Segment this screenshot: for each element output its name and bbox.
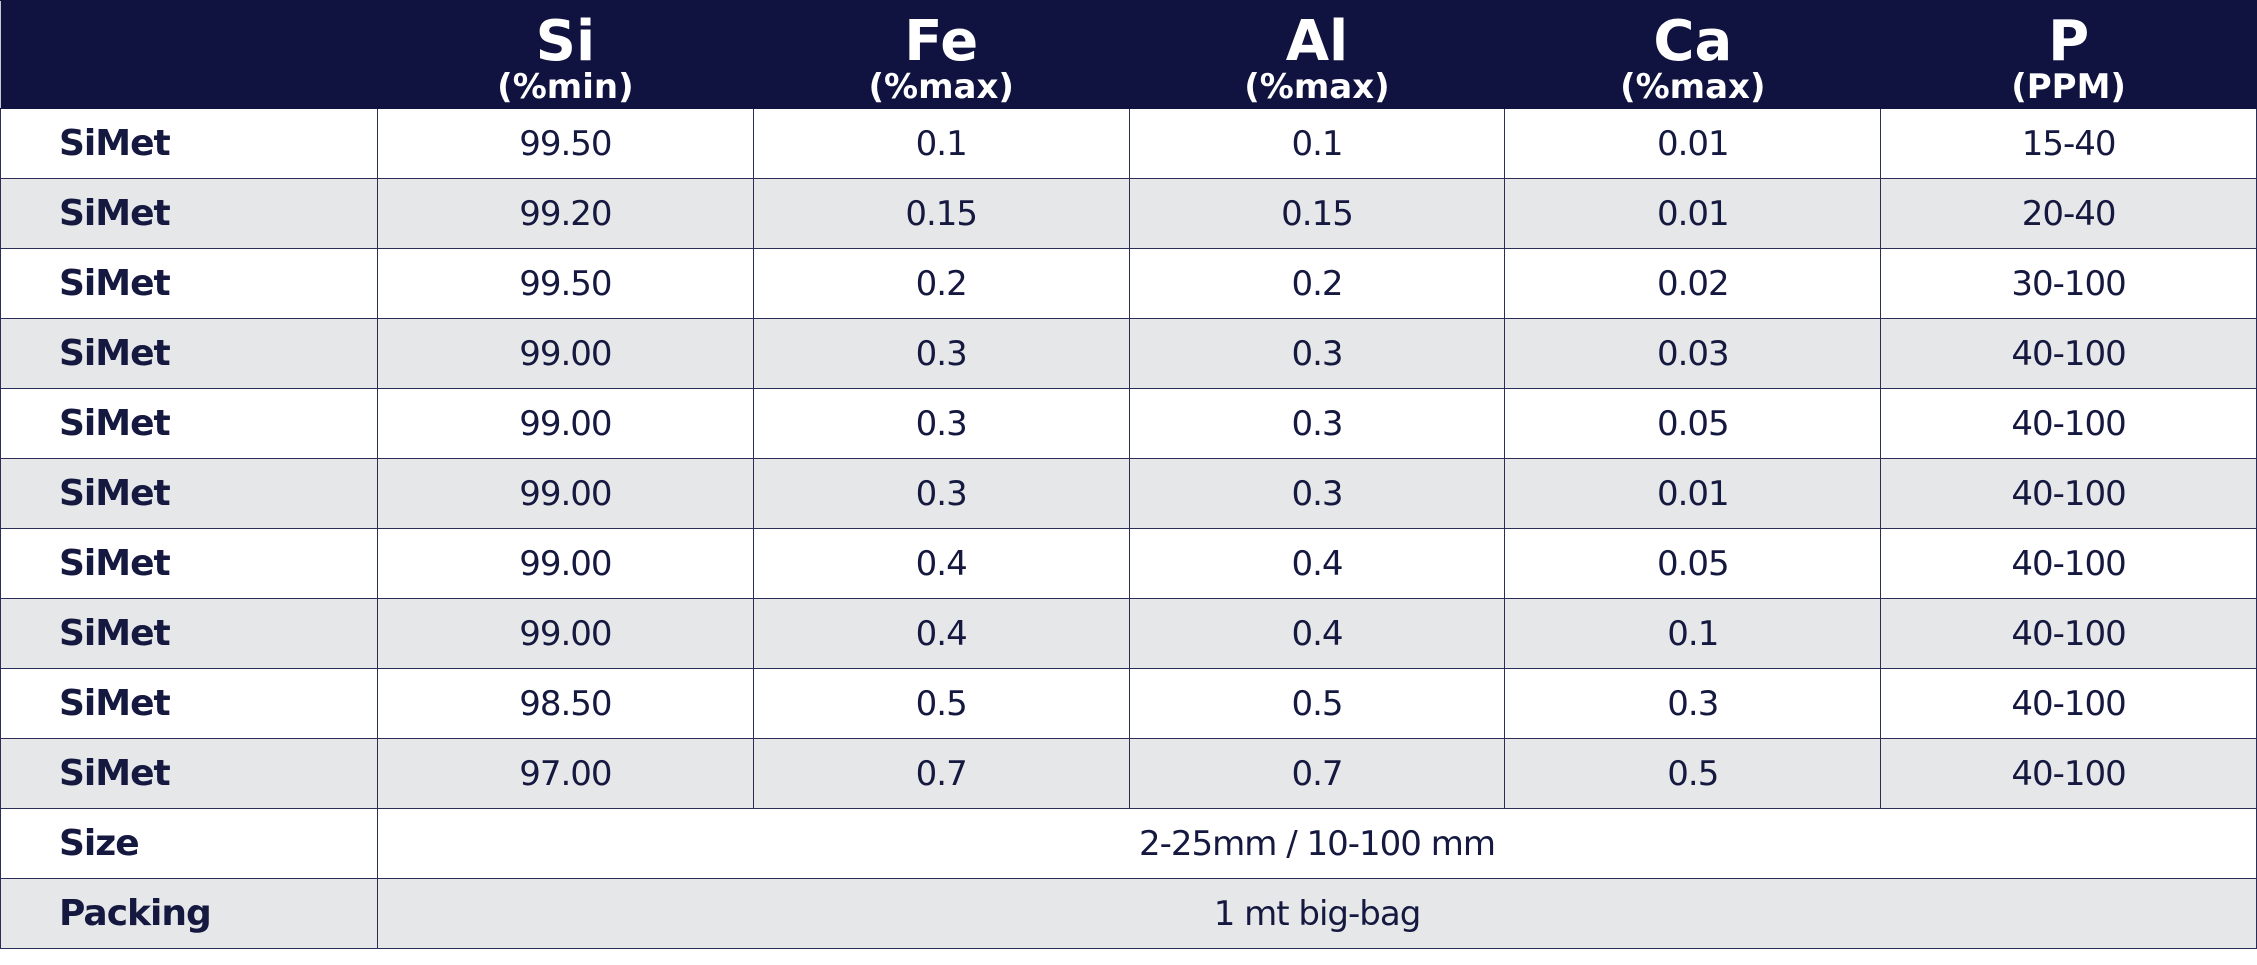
table-row: SiMet 99.20 0.15 0.15 0.01 20-40 (0, 178, 2257, 249)
cell: 15-40 (1880, 108, 2257, 179)
column-header: Fe (%max) (752, 0, 1130, 109)
cell: 0.05 (1504, 528, 1882, 599)
table-row: SiMet 99.00 0.3 0.3 0.05 40-100 (0, 388, 2257, 459)
row-label: SiMet (0, 738, 378, 809)
column-name: Ca (1653, 8, 1733, 74)
column-name: Fe (904, 8, 979, 74)
cell: 99.50 (377, 108, 754, 179)
cell: 0.4 (1128, 528, 1506, 599)
footer-row: Size 2-25mm / 10-100 mm (0, 808, 2257, 879)
table-row: SiMet 98.50 0.5 0.5 0.3 40-100 (0, 668, 2257, 739)
cell: 99.00 (377, 458, 754, 529)
corner-cell (0, 0, 378, 109)
table-row: SiMet 99.00 0.4 0.4 0.05 40-100 (0, 528, 2257, 599)
column-name: Al (1285, 8, 1349, 74)
cell: 0.3 (752, 318, 1130, 389)
row-label: SiMet (0, 598, 378, 669)
row-label: SiMet (0, 528, 378, 599)
cell: 0.01 (1504, 458, 1882, 529)
cell: 0.7 (1128, 738, 1506, 809)
cell: 98.50 (377, 668, 754, 739)
column-unit: (%min) (497, 66, 634, 107)
column-name: P (2048, 8, 2090, 74)
table-row: SiMet 99.00 0.3 0.3 0.03 40-100 (0, 318, 2257, 389)
cell: 99.00 (377, 528, 754, 599)
cell: 0.3 (1128, 458, 1506, 529)
row-label: SiMet (0, 668, 378, 739)
cell: 0.4 (1128, 598, 1506, 669)
cell: 30-100 (1880, 248, 2257, 319)
footer-row: Packing 1 mt big-bag (0, 878, 2257, 949)
cell: 97.00 (377, 738, 754, 809)
row-label: SiMet (0, 318, 378, 389)
table-row: SiMet 99.00 0.3 0.3 0.01 40-100 (0, 458, 2257, 529)
table-row: SiMet 97.00 0.7 0.7 0.5 40-100 (0, 738, 2257, 809)
cell: 0.3 (1128, 318, 1506, 389)
column-unit: (%max) (1244, 66, 1390, 107)
table-row: SiMet 99.00 0.4 0.4 0.1 40-100 (0, 598, 2257, 669)
cell: 0.3 (752, 458, 1130, 529)
cell: 0.3 (1128, 388, 1506, 459)
row-label: SiMet (0, 388, 378, 459)
cell: 99.50 (377, 248, 754, 319)
cell: 40-100 (1880, 598, 2257, 669)
cell: 0.05 (1504, 388, 1882, 459)
column-unit: (%max) (1620, 66, 1766, 107)
cell: 40-100 (1880, 668, 2257, 739)
table-row: SiMet 99.50 0.2 0.2 0.02 30-100 (0, 248, 2257, 319)
header-row: Si (%min) Fe (%max) Al (%max) Ca (%max) P (PPM) (0, 0, 2257, 109)
cell: 0.15 (1128, 178, 1506, 249)
cell: 0.01 (1504, 178, 1882, 249)
row-label: SiMet (0, 458, 378, 529)
column-header: Si (%min) (377, 0, 754, 109)
row-label: SiMet (0, 108, 378, 179)
column-header: Ca (%max) (1504, 0, 1882, 109)
cell: 40-100 (1880, 318, 2257, 389)
cell: 0.5 (1128, 668, 1506, 739)
cell: 40-100 (1880, 738, 2257, 809)
column-unit: (%max) (868, 66, 1014, 107)
cell: 99.00 (377, 388, 754, 459)
row-label: Size (0, 808, 378, 879)
cell: 20-40 (1880, 178, 2257, 249)
cell: 0.4 (752, 528, 1130, 599)
cell: 0.03 (1504, 318, 1882, 389)
cell: 99.00 (377, 318, 754, 389)
row-label: SiMet (0, 248, 378, 319)
column-unit: (PPM) (2011, 66, 2126, 107)
cell: 0.02 (1504, 248, 1882, 319)
cell: 0.1 (1128, 108, 1506, 179)
cell: 0.1 (752, 108, 1130, 179)
cell: 0.2 (1128, 248, 1506, 319)
cell: 99.20 (377, 178, 754, 249)
cell: 1 mt big-bag (377, 878, 2257, 949)
column-header: P (PPM) (1880, 0, 2257, 109)
cell: 0.4 (752, 598, 1130, 669)
cell: 0.3 (752, 388, 1130, 459)
cell: 0.01 (1504, 108, 1882, 179)
cell: 0.15 (752, 178, 1130, 249)
row-label: Packing (0, 878, 378, 949)
cell: 0.2 (752, 248, 1130, 319)
column-name: Si (535, 8, 596, 74)
column-header: Al (%max) (1128, 0, 1506, 109)
cell: 0.3 (1504, 668, 1882, 739)
row-label: SiMet (0, 178, 378, 249)
cell: 40-100 (1880, 388, 2257, 459)
cell: 40-100 (1880, 528, 2257, 599)
cell: 0.7 (752, 738, 1130, 809)
cell: 40-100 (1880, 458, 2257, 529)
cell: 0.1 (1504, 598, 1882, 669)
cell: 0.5 (752, 668, 1130, 739)
cell: 2-25mm / 10-100 mm (377, 808, 2257, 879)
cell: 99.00 (377, 598, 754, 669)
table-row: SiMet 99.50 0.1 0.1 0.01 15-40 (0, 108, 2257, 179)
cell: 0.5 (1504, 738, 1882, 809)
